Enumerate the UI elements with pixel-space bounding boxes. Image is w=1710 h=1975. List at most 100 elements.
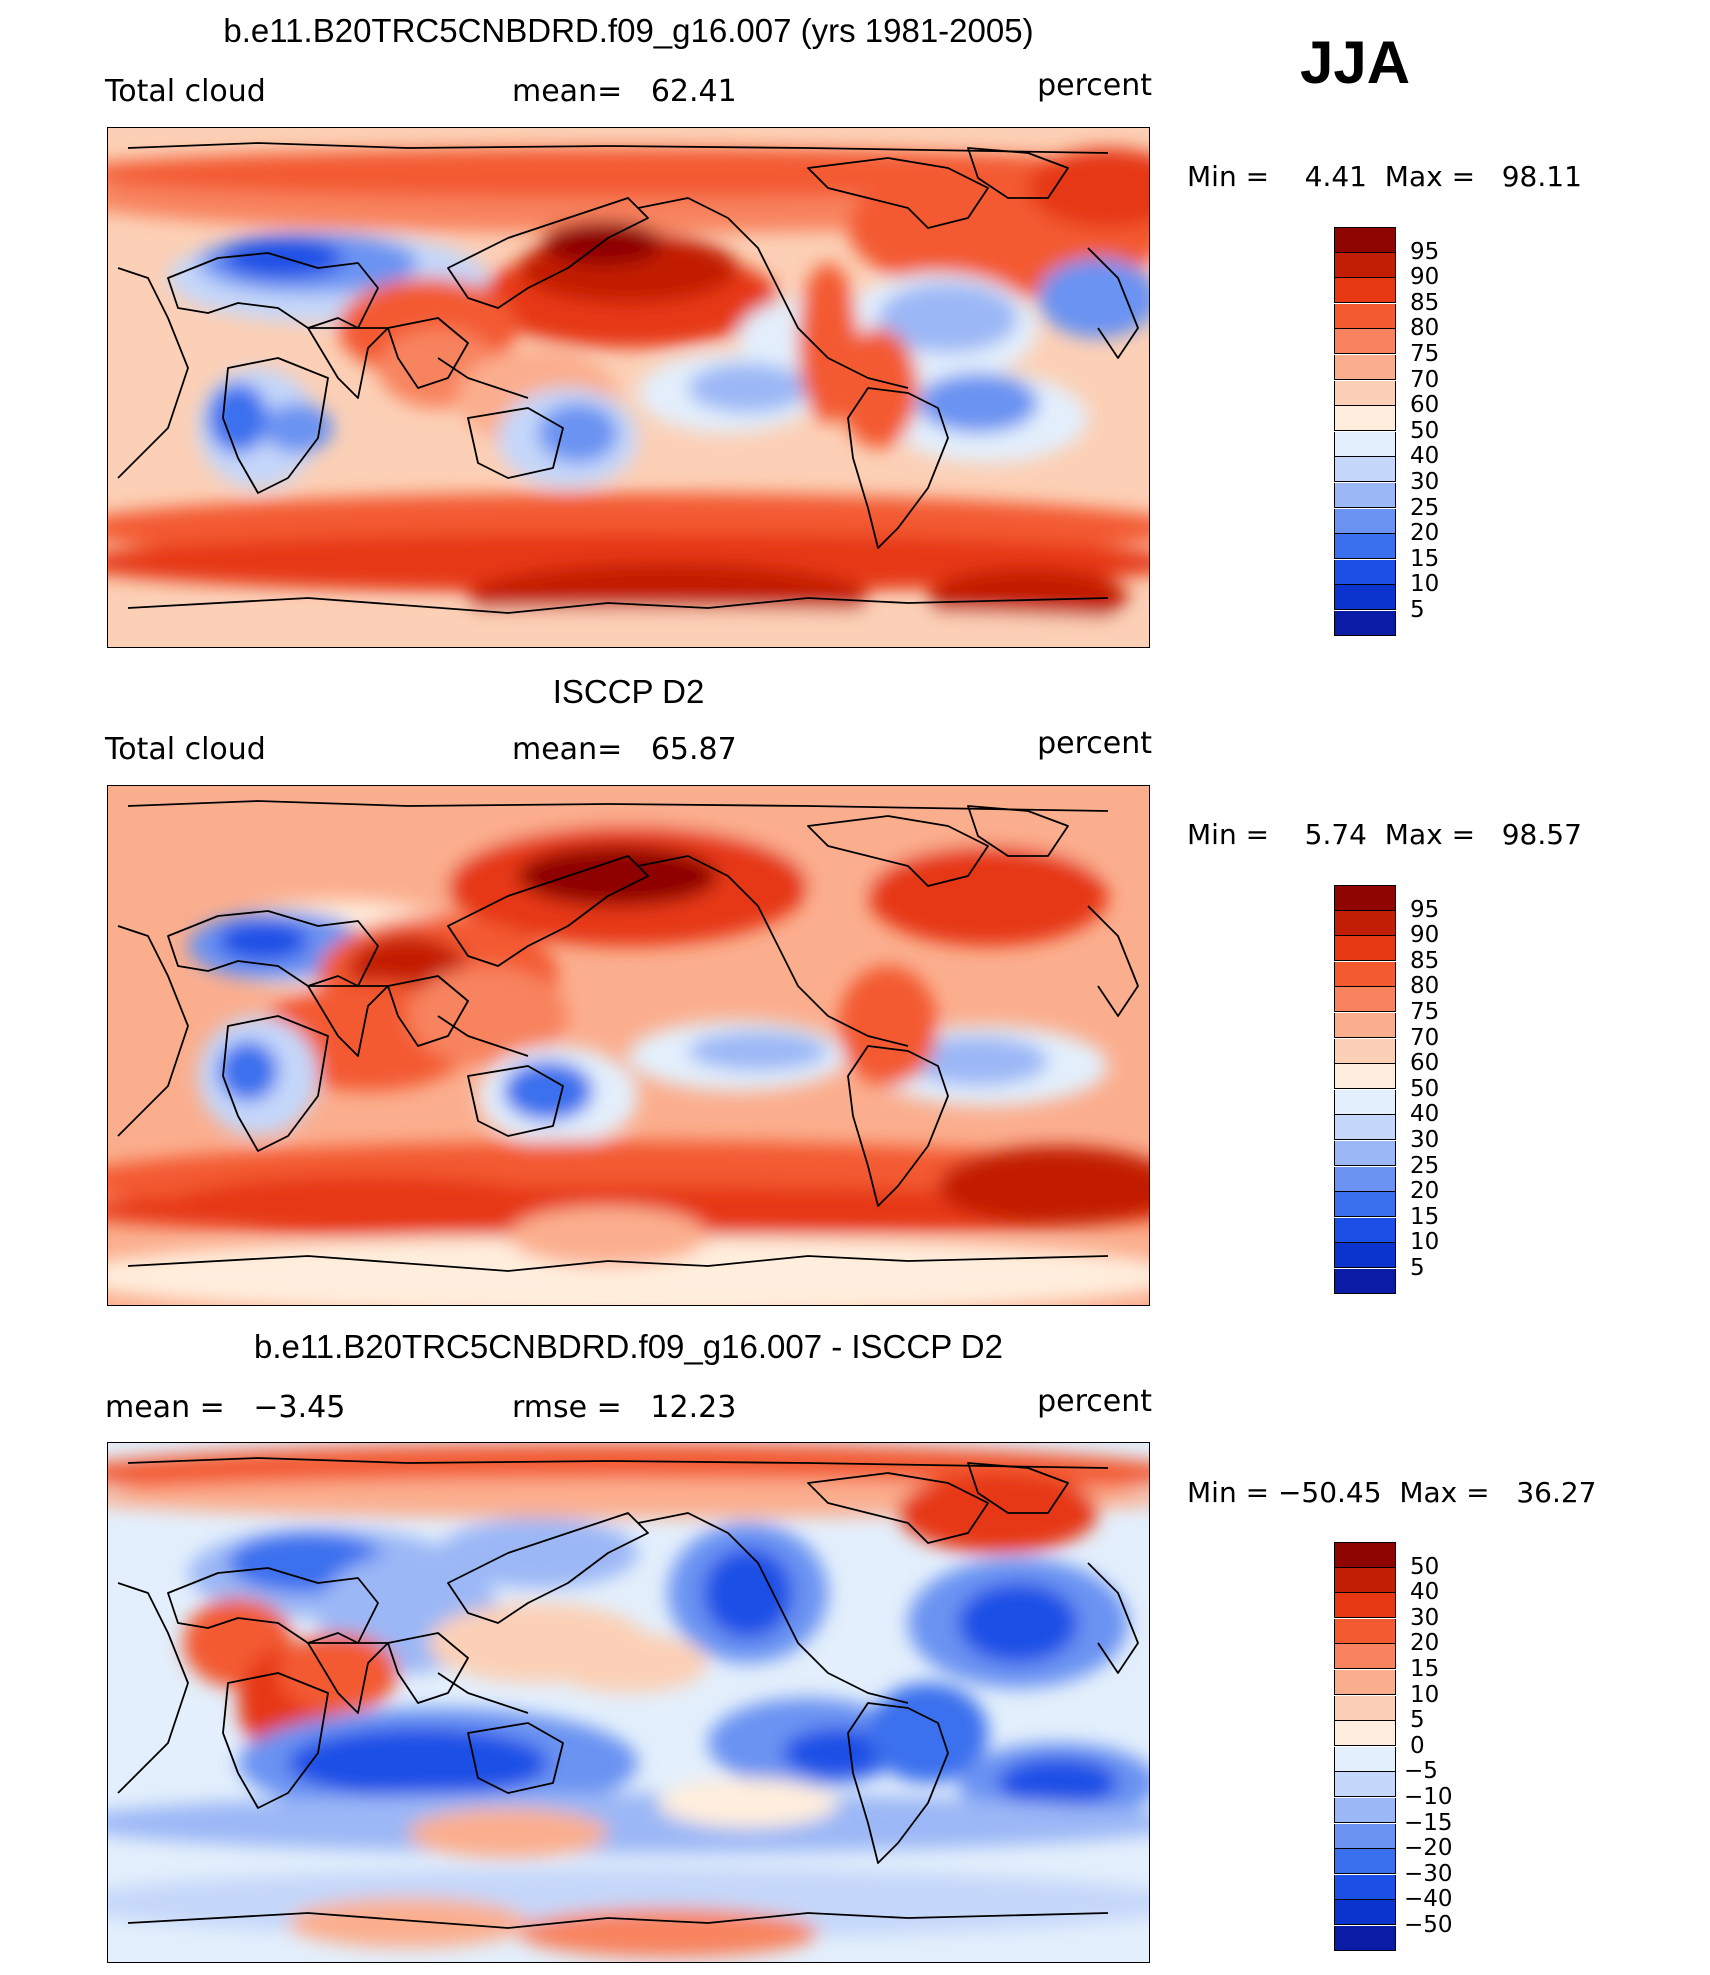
colorbar-swatch	[1334, 1798, 1396, 1824]
colorbar-swatch	[1334, 1013, 1396, 1039]
contour-region	[438, 1518, 638, 1588]
colorbar-tick-label: 10	[1410, 571, 1440, 598]
colorbar-tick-label: 15	[1410, 1656, 1440, 1682]
contour-region	[798, 263, 858, 423]
contour-region	[108, 1236, 1149, 1305]
colorbar-swatch	[1334, 1593, 1396, 1619]
colorbar-tick-label: 20	[1410, 1630, 1440, 1657]
colorbar-tick-label: 70	[1410, 366, 1440, 393]
colorbar-swatch	[1334, 1926, 1396, 1952]
coastline	[1087, 905, 1139, 1017]
coastline	[967, 147, 1069, 199]
contour-region	[548, 1633, 708, 1693]
colorbar-tick-label: 15	[1410, 1203, 1440, 1230]
colorbar-swatch	[1334, 1849, 1396, 1875]
colorbar-tick-label: 90	[1410, 264, 1440, 291]
coastline	[167, 1567, 379, 1644]
colorbar-tick-label: 80	[1410, 973, 1440, 1000]
cloud-field-layer	[108, 148, 1149, 647]
colorbar-tick-label: 75	[1410, 341, 1440, 367]
colorbar-tick-label: 30	[1410, 1127, 1440, 1153]
contour-region	[958, 1583, 1078, 1663]
coastline	[167, 252, 379, 329]
panel1-map	[107, 127, 1150, 648]
colorbar-swatch	[1334, 1217, 1396, 1243]
colorbar-swatch	[1334, 534, 1396, 560]
contour-region	[938, 1146, 1149, 1226]
coastline	[637, 855, 909, 1047]
coastline	[307, 1642, 389, 1714]
panel3-map	[107, 1442, 1150, 1963]
coastline	[637, 197, 909, 389]
coastline	[437, 1015, 529, 1057]
coastline	[847, 1702, 949, 1864]
coastline	[1087, 247, 1139, 359]
colorbar-swatch	[1334, 611, 1396, 637]
contour-region	[878, 283, 1018, 353]
panel3-rmse-label: rmse = 12.23	[512, 1390, 737, 1425]
contour-region	[688, 363, 808, 413]
colorbar-tick-label: 85	[1410, 289, 1440, 316]
coastline	[387, 975, 469, 1047]
coastlines	[117, 1457, 1139, 1929]
colorbar-swatch	[1334, 961, 1396, 987]
contour-region	[703, 1548, 793, 1638]
colorbar-tick-label: 40	[1410, 1579, 1440, 1606]
coastline	[222, 1672, 329, 1809]
coastline	[437, 1672, 529, 1714]
panel2-variable-label: Total cloud	[105, 732, 266, 767]
coastline	[447, 1512, 649, 1624]
contour-region	[288, 1728, 548, 1798]
panel3-minmax: Min = −50.45 Max = 36.27	[1187, 1476, 1597, 1509]
colorbar-tick-label: −40	[1404, 1886, 1453, 1913]
colorbar-swatch	[1334, 987, 1396, 1013]
coastline	[467, 1065, 564, 1137]
colorbar-tick-label: 5	[1410, 597, 1425, 623]
colorbar-swatch	[1334, 483, 1396, 509]
colorbar-swatch	[1334, 559, 1396, 585]
contour-region	[168, 1176, 568, 1236]
colorbar-swatch	[1334, 1618, 1396, 1644]
colorbar-tick-label: −15	[1404, 1809, 1453, 1836]
panel2-map	[107, 785, 1150, 1306]
colorbar-swatch	[1334, 1038, 1396, 1064]
colorbar-swatch	[1334, 1243, 1396, 1269]
colorbar-tick-label: 50	[1410, 417, 1440, 444]
colorbar-swatch	[1334, 1166, 1396, 1192]
coastline	[127, 1255, 1109, 1272]
colorbar-tick-label: −30	[1404, 1860, 1453, 1887]
coastline	[117, 1582, 189, 1794]
contour-region	[408, 966, 568, 1066]
coastline	[847, 1045, 949, 1207]
coastline	[387, 317, 469, 389]
colorbar-tick-label: 60	[1410, 1050, 1440, 1077]
coastline	[637, 1512, 909, 1704]
panel2-minmax: Min = 5.74 Max = 98.57	[1187, 818, 1582, 851]
colorbar-tick-label: 10	[1410, 1229, 1440, 1256]
colorbar-tick-label: −5	[1404, 1758, 1438, 1785]
contour-region	[508, 1206, 708, 1266]
colorbar-tick-label: 50	[1410, 1553, 1440, 1580]
colorbar-swatch	[1334, 1644, 1396, 1670]
coastline	[467, 1722, 564, 1794]
contour-region	[408, 1808, 608, 1858]
contour-region	[518, 1908, 818, 1958]
contour-region	[688, 1031, 828, 1071]
coastlines	[117, 142, 1139, 614]
colorbar-tick-label: 60	[1410, 392, 1440, 419]
colorbar-swatch	[1334, 910, 1396, 936]
colorbar-swatch	[1334, 508, 1396, 534]
contour-region	[838, 966, 938, 1086]
contour-region	[908, 1036, 1048, 1086]
colorbar-tick-label: 90	[1410, 922, 1440, 949]
colorbar-tick-label: 75	[1410, 999, 1440, 1025]
colorbar-swatch	[1334, 1064, 1396, 1090]
panel3-mean-label: mean = −3.45	[105, 1390, 346, 1425]
colorbar-swatch	[1334, 885, 1396, 912]
coastline	[437, 357, 529, 399]
colorbar-swatch	[1334, 1874, 1396, 1900]
colorbar-swatch	[1334, 227, 1396, 254]
colorbar-tick-label: 25	[1410, 1152, 1440, 1179]
contour-region	[108, 1478, 1149, 1518]
coastline	[807, 157, 989, 229]
